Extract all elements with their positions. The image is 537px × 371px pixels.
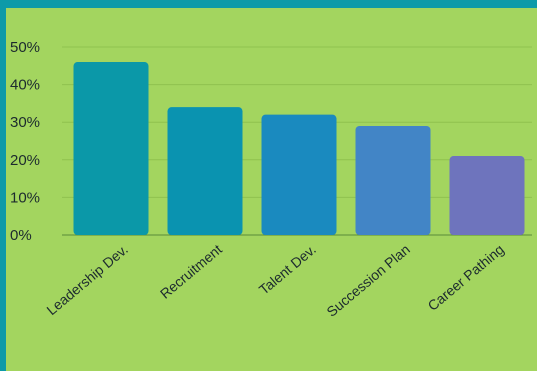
y-tick-label: 0% xyxy=(10,227,32,244)
bar-chart: 0% 10% 20% 30% 40% 50% Leadership Dev. Recruit… xyxy=(10,39,532,320)
y-tick-label: 40% xyxy=(10,77,40,94)
x-tick-label: Talent Dev. xyxy=(256,241,319,298)
x-tick-label: Recruitment xyxy=(157,241,225,302)
y-tick-label: 10% xyxy=(10,189,40,206)
y-tick-label: 50% xyxy=(10,39,40,56)
x-axis-labels: Leadership Dev. Recruitment Talent Dev. Suc… xyxy=(43,241,507,320)
x-tick-label: Succession Plan xyxy=(323,241,413,320)
y-tick-label: 20% xyxy=(10,152,40,169)
y-axis-ticks: 0% 10% 20% 30% 40% 50% xyxy=(10,39,40,244)
bar xyxy=(261,114,337,235)
bar xyxy=(355,125,431,235)
bar xyxy=(449,156,525,235)
y-tick-label: 30% xyxy=(10,114,40,131)
bar xyxy=(167,107,243,235)
bars xyxy=(73,62,525,235)
chart-panel: 0% 10% 20% 30% 40% 50% Leadership Dev. Recruit… xyxy=(6,8,537,371)
x-tick-label: Leadership Dev. xyxy=(43,241,131,318)
x-tick-label: Career Pathing xyxy=(425,241,507,314)
bar xyxy=(73,62,149,235)
